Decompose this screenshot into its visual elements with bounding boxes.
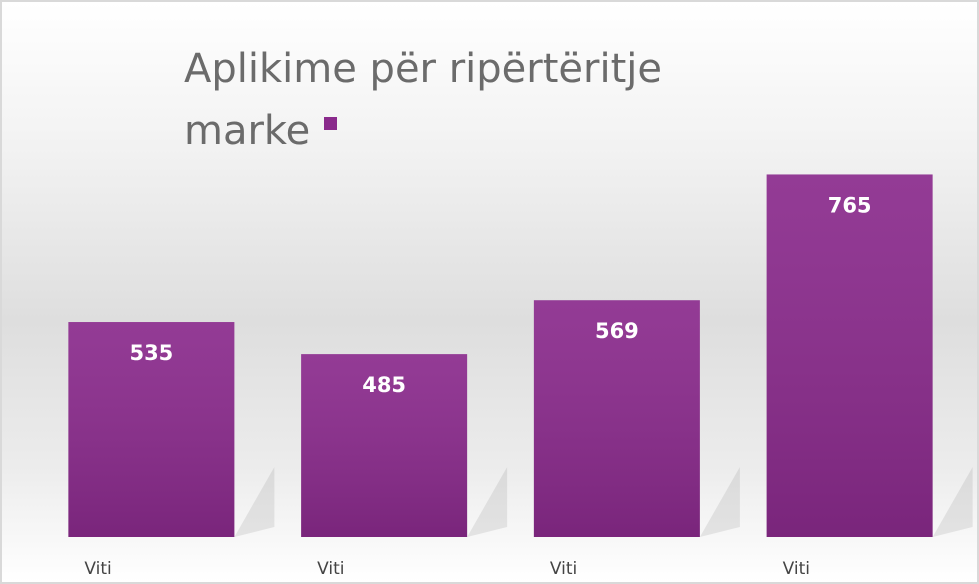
bar-shade <box>301 354 468 537</box>
bar-shadow <box>234 467 275 537</box>
data-label: 535 <box>129 341 173 365</box>
chart-title-box: Aplikime për ripërtëritje marke <box>184 38 744 162</box>
legend-key <box>324 117 338 130</box>
bar-shade <box>68 322 235 537</box>
bar-shadow <box>467 467 508 537</box>
data-label: 765 <box>828 193 872 217</box>
x-tick-label: Viti <box>783 559 810 579</box>
bar-shadow <box>932 467 973 537</box>
x-tick-label: Viti <box>317 559 344 579</box>
x-tick-label: Viti <box>550 559 577 579</box>
chart-title: Aplikime për ripërtëritje marke <box>184 46 662 154</box>
bar-shadow <box>699 467 740 537</box>
data-label: 569 <box>595 319 639 343</box>
data-label: 485 <box>362 373 406 397</box>
bar-shade <box>766 174 933 538</box>
bar-shade <box>533 300 700 537</box>
x-tick-label: Viti <box>84 559 111 579</box>
